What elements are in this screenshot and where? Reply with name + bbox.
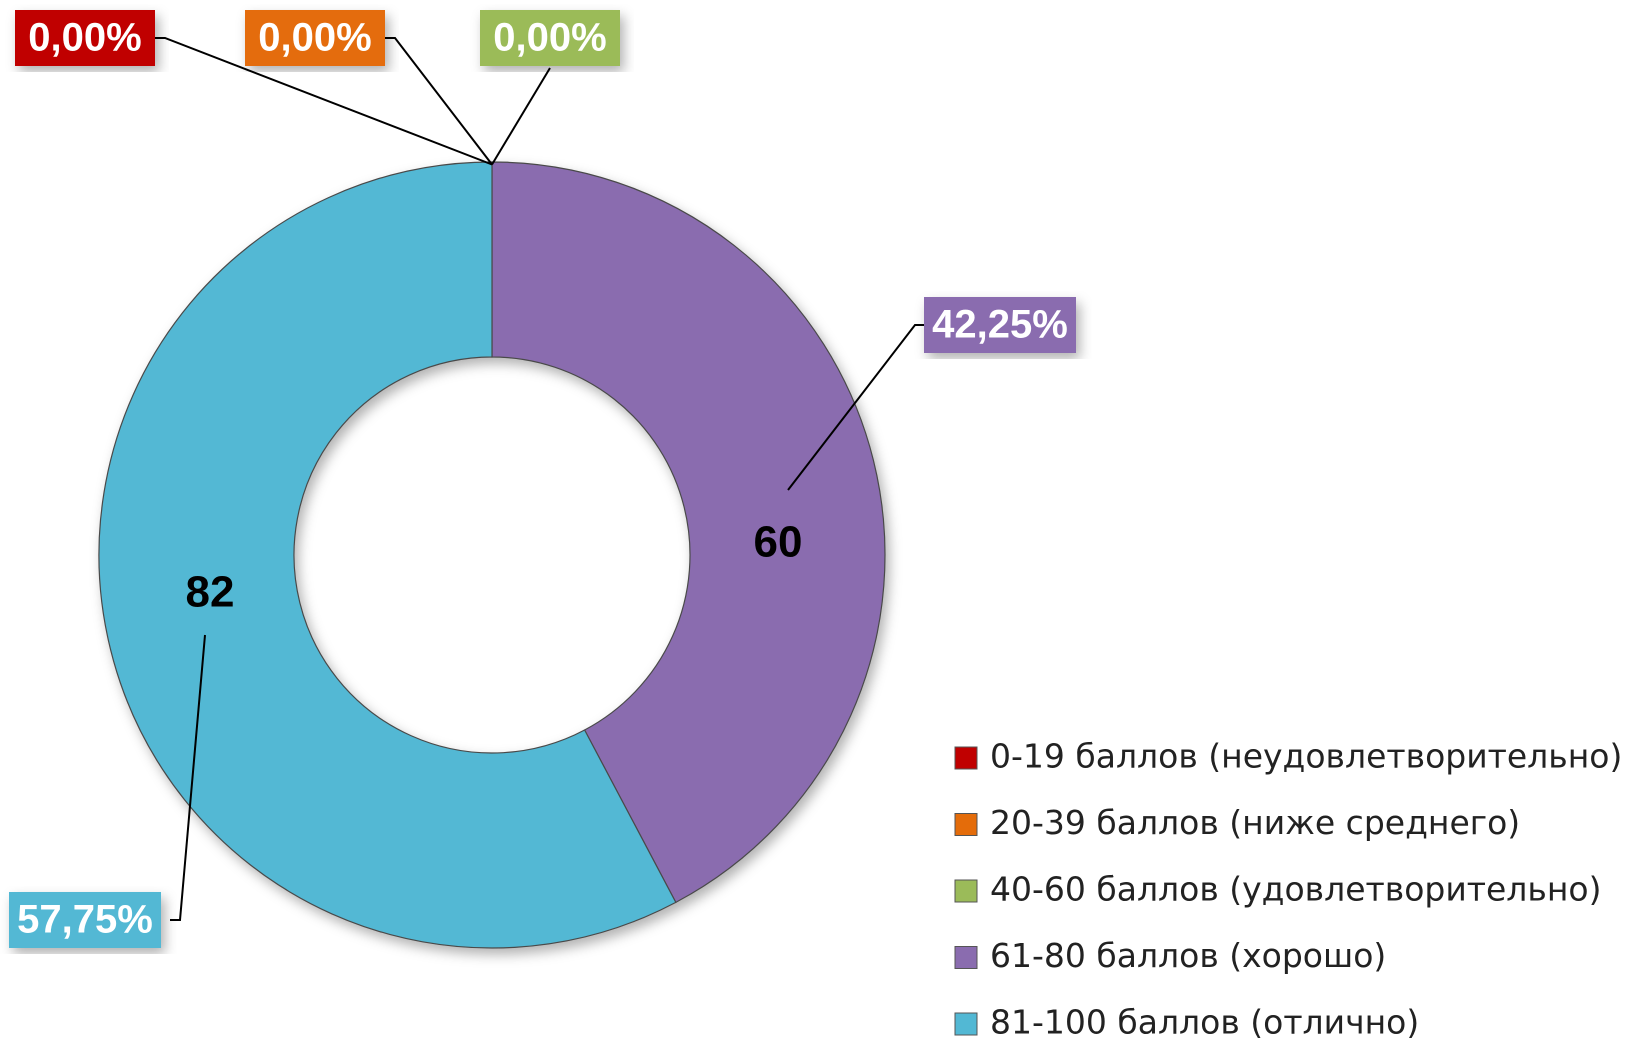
leader-line — [155, 37, 493, 166]
value-label: 60 — [754, 518, 803, 567]
donut-segment — [491, 161, 886, 904]
label-box — [9, 892, 161, 948]
legend-swatch — [954, 813, 978, 836]
legend-swatch — [954, 1012, 978, 1036]
legend-label: 81-100 баллов (отлично) — [990, 1003, 1419, 1038]
legend-label: 20-39 баллов (ниже среднего) — [990, 803, 1520, 842]
leader-line — [170, 634, 206, 921]
percent-label: 0,00% — [258, 16, 371, 60]
legend-swatch — [954, 746, 978, 770]
percent-label: 0,00% — [493, 16, 606, 60]
legend-label: 40-60 баллов (удовлетворительно) — [990, 870, 1601, 909]
leader-line — [787, 324, 925, 491]
label-box — [924, 297, 1076, 353]
legend-label: 61-80 баллов (хорошо) — [990, 936, 1386, 975]
leader-line — [491, 67, 551, 166]
leader-line — [385, 37, 493, 166]
label-box — [245, 10, 385, 66]
legend-swatch — [954, 946, 978, 969]
value-label: 82 — [186, 568, 235, 617]
percent-label: 42,25% — [932, 303, 1068, 347]
percent-label: 0,00% — [28, 16, 141, 60]
percent-label: 57,75% — [17, 898, 153, 942]
legend-swatch — [954, 879, 978, 903]
donut — [98, 161, 886, 949]
donut-segment — [98, 161, 677, 949]
label-box — [480, 10, 620, 66]
label-box — [15, 10, 155, 66]
legend-label: 0-19 баллов (неудовлетворительно) — [990, 737, 1622, 776]
